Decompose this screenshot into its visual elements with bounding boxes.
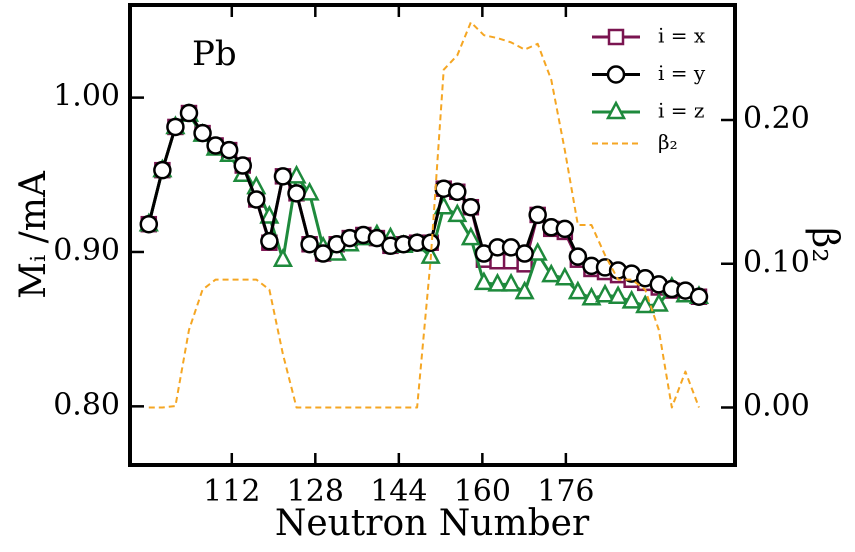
data-point — [514, 280, 535, 300]
data-point — [554, 266, 575, 286]
x-axis-label: Neutron Number — [275, 503, 590, 544]
y2-tick-label: 0.10 — [743, 245, 810, 280]
data-point — [541, 263, 562, 283]
data-point — [689, 287, 709, 306]
data-point — [568, 247, 588, 266]
data-point — [233, 156, 253, 175]
legend-marker — [606, 65, 626, 84]
data-point — [447, 203, 468, 223]
data-point — [139, 214, 159, 234]
data-point — [500, 272, 522, 292]
y-tick-label: 0.90 — [53, 233, 120, 268]
data-point — [286, 164, 307, 184]
data-point — [193, 123, 212, 143]
x-tick-label: 160 — [454, 474, 511, 509]
y2-tick-label: 0.00 — [743, 389, 810, 424]
legend-label: i = x — [658, 24, 706, 48]
data-point — [528, 205, 547, 225]
data-point — [273, 167, 293, 186]
data-point — [621, 289, 642, 309]
x-tick-label: 112 — [203, 474, 260, 509]
y2-axis-label: β₂ — [804, 227, 845, 262]
data-point — [594, 283, 616, 303]
data-point — [260, 231, 279, 251]
data-point — [219, 140, 239, 160]
data-point — [567, 280, 588, 300]
data-point — [166, 117, 185, 137]
data-point — [648, 292, 669, 312]
data-point — [313, 244, 333, 263]
x-tick-label: 176 — [537, 474, 594, 509]
data-point — [460, 226, 481, 246]
data-point — [287, 184, 306, 203]
legend-marker — [605, 100, 627, 120]
legend-label: β₂ — [658, 130, 678, 154]
plot-frame — [128, 3, 737, 467]
data-point — [153, 160, 172, 180]
data-point — [367, 228, 387, 248]
legend-label: i = y — [658, 61, 706, 85]
data-point — [581, 286, 602, 306]
data-point — [421, 233, 440, 252]
data-point — [635, 294, 656, 314]
data-point — [448, 182, 467, 202]
data-point — [555, 219, 575, 239]
data-point — [515, 244, 534, 263]
data-point — [607, 285, 629, 304]
data-point — [300, 235, 319, 254]
y-axis-label: Mᵢ /mA — [13, 170, 54, 299]
data-point — [272, 248, 294, 267]
x-tick-label: 128 — [287, 474, 344, 509]
data-point — [487, 272, 508, 292]
legend-label: i = z — [658, 99, 704, 123]
y2-tick-label: 0.20 — [743, 101, 810, 136]
data-point — [179, 103, 199, 123]
data-point — [473, 271, 495, 291]
data-point — [247, 190, 266, 209]
annotation: Pb — [192, 34, 237, 74]
x-tick-label: 144 — [370, 474, 427, 509]
y-tick-label: 1.00 — [53, 79, 120, 114]
legend-marker — [607, 28, 625, 46]
y-tick-label: 0.80 — [53, 387, 120, 422]
data-point — [461, 197, 481, 217]
